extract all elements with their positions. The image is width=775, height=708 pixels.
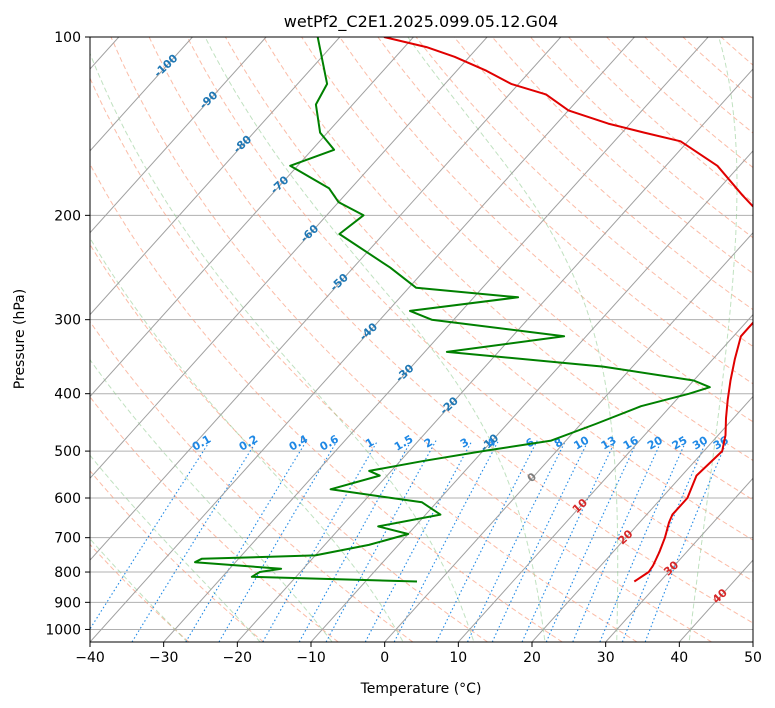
moist-adiabat [407, 37, 619, 642]
x-tick-label: −20 [223, 650, 253, 666]
mixing-ratio-line [599, 440, 687, 642]
x-tick-label: −10 [296, 650, 326, 666]
isotherm [90, 37, 562, 561]
dry-adiabat [110, 37, 712, 642]
mixing-ratio-labels: 0.1 0.2 0.4 0.6 1 1.5 2 3 4 6 8 10 13 16 20 25 30 36 [190, 432, 731, 453]
isotherm [457, 313, 753, 642]
x-tick-label: 0 [380, 650, 389, 666]
y-tick-label: 500 [54, 444, 81, 460]
dry-adiabat [90, 320, 414, 642]
x-tick-label: 50 [744, 650, 762, 666]
isotherm [90, 37, 194, 152]
temperature-profile [383, 37, 753, 583]
y-axis-ticks: 100 200 300 400 500 600 700 800 900 1000 [45, 30, 90, 638]
x-axis-ticks: −40 −30 −20 −10 0 10 20 30 40 50 [75, 642, 762, 666]
mixing-ratio-line [185, 440, 308, 642]
adiabat-lines [90, 37, 753, 642]
y-tick-label: 600 [54, 491, 81, 507]
x-axis-label: Temperature (°C) [360, 681, 482, 697]
isotherm-lines [90, 37, 753, 642]
dry-adiabat [301, 37, 753, 462]
mixing-ratio-line [90, 440, 211, 630]
mixing-ratio-line [521, 440, 616, 642]
dry-adiabat [262, 37, 753, 501]
mixing-ratio-line [131, 440, 258, 642]
moist-adiabat [90, 454, 261, 642]
moist-adiabat [90, 237, 404, 642]
dry-adiabat [90, 77, 638, 642]
dry-adiabat [339, 37, 753, 423]
moist-adiabat [90, 538, 189, 642]
y-tick-label: 900 [54, 595, 81, 611]
y-tick-label: 200 [54, 208, 81, 224]
mixing-ratio-line [298, 440, 412, 642]
dry-adiabat [186, 37, 753, 582]
x-tick-label: 40 [670, 650, 688, 666]
isotherm [90, 37, 341, 316]
y-tick-label: 400 [54, 387, 81, 403]
mixing-ratio-line [435, 440, 538, 642]
isotherm [90, 37, 415, 398]
dry-adiabat [567, 37, 753, 204]
y-tick-label: 800 [54, 565, 81, 581]
isotherm [90, 37, 267, 234]
isotherm [531, 395, 753, 642]
mixing-ratio-line [262, 440, 379, 642]
isotherm [605, 477, 753, 642]
dry-adiabat [148, 37, 753, 624]
moist-adiabat [90, 52, 475, 642]
dewpoint-profile [194, 37, 711, 583]
chart-title: wetPf2_C2E1.2025.099.05.12.G04 [284, 12, 558, 32]
y-axis-label: Pressure (hPa) [12, 289, 28, 389]
mixing-ratio-line [325, 440, 437, 642]
isotherm [90, 37, 488, 480]
y-tick-label: 700 [54, 531, 81, 547]
sounding-profiles [194, 37, 753, 583]
dry-adiabat [224, 37, 753, 541]
y-tick-label: 300 [54, 313, 81, 329]
isotherm [236, 68, 753, 642]
moist-adiabat [688, 37, 738, 642]
y-tick-label: 100 [54, 30, 81, 46]
mixing-ratio-line [572, 440, 663, 642]
mixing-ratio-lines [90, 440, 728, 642]
isotherm [384, 231, 753, 642]
dry-adiabat [90, 243, 488, 642]
x-tick-label: −30 [149, 650, 179, 666]
x-tick-label: 30 [597, 650, 615, 666]
dry-adiabat [491, 37, 753, 275]
plot-frame [89, 36, 754, 643]
x-tick-label: 20 [523, 650, 541, 666]
moist-adiabat [204, 37, 546, 642]
isotherm [90, 37, 636, 642]
x-tick-label: 10 [449, 650, 467, 666]
isotherm [310, 150, 753, 642]
y-tick-label: 1000 [45, 622, 81, 638]
x-tick-label: −40 [75, 650, 105, 666]
mixing-ratio-line [218, 440, 338, 642]
mixing-ratio-line [545, 440, 638, 642]
isotherm [163, 37, 709, 642]
dry-adiabat [415, 37, 753, 348]
dry-adiabat [377, 37, 753, 385]
mixing-ratio-line [467, 440, 567, 642]
dry-adiabat [90, 396, 339, 642]
